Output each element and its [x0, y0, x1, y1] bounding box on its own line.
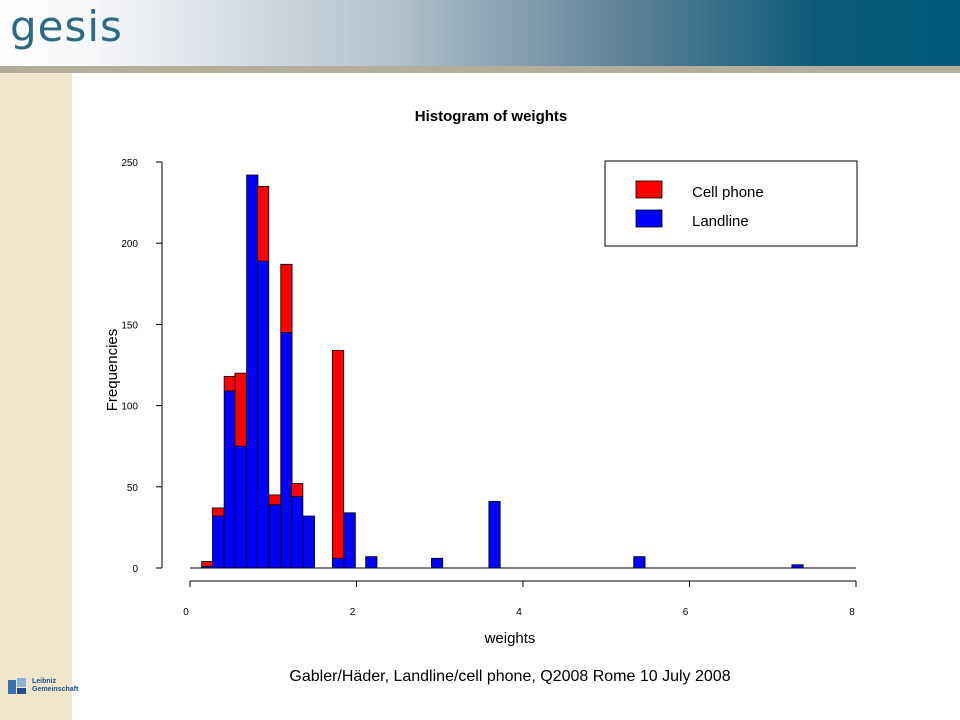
bar-cell-phone — [212, 507, 225, 517]
x-tick-label: 4 — [516, 607, 522, 618]
gesis-logo: gesis — [10, 2, 123, 51]
header-banner: gesis — [0, 0, 960, 66]
leibniz-wordmark: Leibniz Gemeinschaft — [32, 678, 78, 694]
y-tick-label: 100 — [121, 402, 138, 413]
x-tick-label: 6 — [683, 607, 689, 618]
legend-label-cell-phone: Cell phone — [692, 184, 764, 201]
leibniz-icon — [8, 678, 26, 694]
x-tick-label: 2 — [350, 607, 356, 618]
y-tick-label: 50 — [127, 483, 139, 494]
bar-landline — [343, 512, 356, 569]
bar-landline — [291, 496, 304, 569]
leibniz-line2: Gemeinschaft — [32, 686, 79, 693]
bar-landline — [365, 556, 378, 569]
bar-landline — [331, 557, 345, 569]
bar-landline — [257, 260, 270, 569]
y-axis: 0 50 100 150 200 250 — [121, 158, 163, 575]
bar-cell-phone — [291, 483, 304, 497]
y-axis-label: Frequencies — [104, 329, 121, 412]
legend-box — [604, 160, 858, 247]
bar-cell-phone — [280, 263, 293, 333]
bar-cell-phone — [201, 561, 214, 567]
y-tick-label: 250 — [121, 158, 138, 169]
bar-landline — [212, 515, 225, 569]
header-divider — [0, 66, 960, 73]
bar-landline — [488, 501, 501, 569]
bar-landline — [234, 445, 247, 569]
chart-title: Histogram of weights — [415, 108, 568, 125]
x-tick-label: 8 — [849, 607, 855, 618]
leibniz-logo: Leibniz Gemeinschaft — [6, 676, 78, 702]
bar-landline — [280, 332, 293, 569]
bars-group — [190, 174, 856, 569]
legend-label-landline: Landline — [692, 213, 749, 230]
bar-landline — [268, 504, 281, 569]
y-tick-label: 200 — [121, 239, 138, 250]
bar-cell-phone — [223, 375, 236, 392]
bar-landline — [246, 174, 259, 569]
bar-landline — [791, 564, 804, 569]
bar-cell-phone — [234, 372, 247, 447]
bar-cell-phone — [257, 185, 270, 262]
x-tick-label: 0 — [183, 607, 189, 618]
left-sidebar-band — [0, 73, 72, 720]
bar-landline — [302, 515, 315, 569]
legend: Cell phone Landline — [604, 160, 858, 247]
leibniz-line1: Leibniz — [32, 678, 57, 685]
bar-cell-phone — [331, 349, 345, 559]
x-axis-label: weights — [484, 630, 536, 647]
bar-landline — [431, 557, 444, 569]
footer-citation: Gabler/Häder, Landline/cell phone, Q2008… — [289, 668, 731, 685]
x-axis: 0 2 4 6 8 — [183, 580, 857, 618]
y-tick-label: 150 — [121, 320, 138, 331]
bar-landline — [223, 390, 236, 569]
legend-swatch-cell-phone — [635, 180, 663, 199]
bar-cell-phone — [268, 494, 281, 506]
bar-landline — [633, 556, 646, 569]
y-tick-label: 0 — [132, 564, 138, 575]
legend-swatch-landline — [635, 209, 663, 228]
